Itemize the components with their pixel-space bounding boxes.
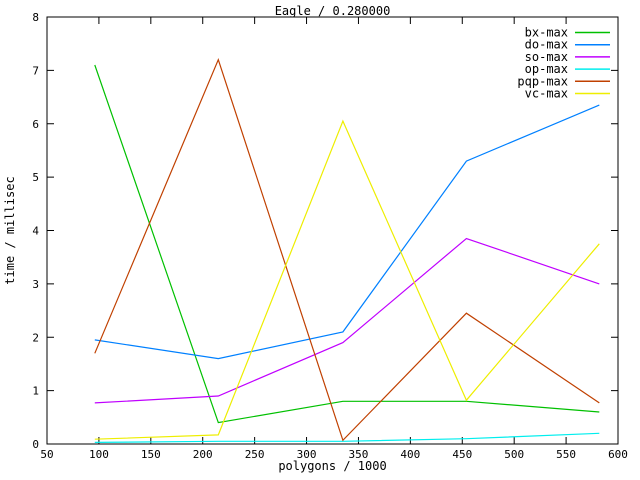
x-tick-label: 250 bbox=[245, 448, 265, 461]
legend-label-vc-max: vc-max bbox=[525, 87, 568, 101]
series-line-do-max bbox=[94, 104, 600, 360]
y-tick-label: 0 bbox=[32, 438, 39, 451]
x-tick-label: 600 bbox=[608, 448, 628, 461]
y-tick-label: 8 bbox=[32, 11, 39, 24]
x-tick-label: 500 bbox=[504, 448, 524, 461]
series-line-pqp-max bbox=[94, 57, 600, 442]
y-tick-label: 1 bbox=[32, 385, 39, 398]
legend-label-do-max: do-max bbox=[525, 38, 568, 52]
y-tick-label: 5 bbox=[32, 171, 39, 184]
legend-label-so-max: so-max bbox=[525, 50, 568, 64]
y-tick-label: 2 bbox=[32, 331, 39, 344]
series-line-op-max bbox=[94, 432, 600, 443]
legend-label-op-max: op-max bbox=[525, 62, 568, 76]
x-tick-label: 100 bbox=[89, 448, 109, 461]
legend-label-pqp-max: pqp-max bbox=[517, 74, 568, 88]
series-line-so-max bbox=[94, 237, 600, 404]
series-line-bx-max bbox=[94, 64, 600, 424]
x-tick-label: 400 bbox=[400, 448, 420, 461]
x-axis-label: polygons / 1000 bbox=[278, 459, 386, 473]
x-tick-label: 150 bbox=[141, 448, 161, 461]
chart-title: Eagle / 0.280000 bbox=[275, 4, 391, 18]
y-tick-label: 7 bbox=[32, 64, 39, 77]
series-line-vc-max bbox=[94, 119, 600, 440]
x-tick-label: 550 bbox=[556, 448, 576, 461]
legend-label-bx-max: bx-max bbox=[525, 26, 568, 40]
x-tick-label: 300 bbox=[297, 448, 317, 461]
y-tick-label: 6 bbox=[32, 118, 39, 131]
y-tick-label: 4 bbox=[32, 225, 39, 238]
x-tick-label: 50 bbox=[40, 448, 53, 461]
x-tick-label: 450 bbox=[452, 448, 472, 461]
y-tick-label: 3 bbox=[32, 278, 39, 291]
y-axis-label: time / millisec bbox=[3, 176, 17, 284]
x-tick-label: 350 bbox=[349, 448, 369, 461]
x-tick-label: 200 bbox=[193, 448, 213, 461]
